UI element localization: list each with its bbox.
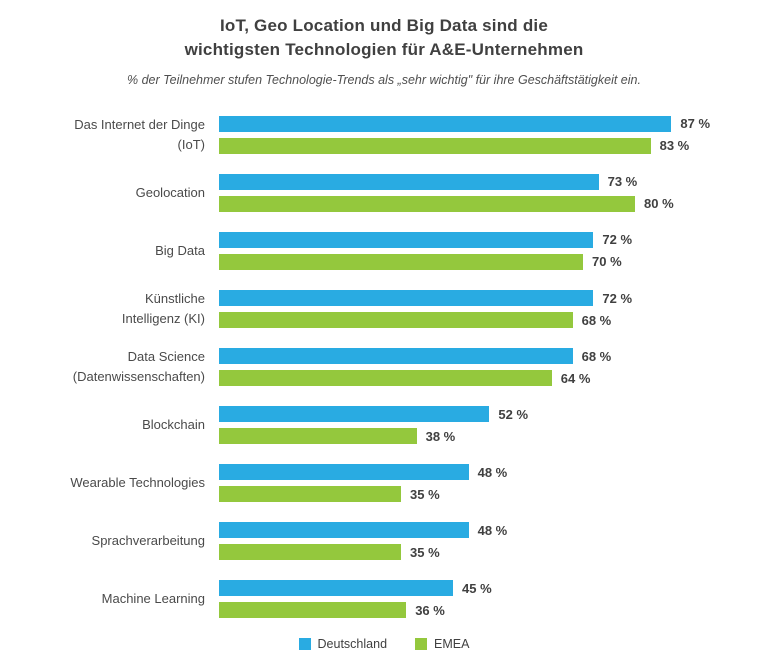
legend-item: EMEA [415,637,469,651]
bar-emea [219,312,573,329]
bar-deutschland [219,231,594,248]
bar-group: 68 % 64 % [219,347,768,387]
bar-deutschland [219,580,453,597]
category-label: Sprachverarbeitung [91,533,205,549]
bar-line: 72 % [219,289,768,307]
value-label: 70 % [592,254,622,270]
bar-emea [219,370,552,387]
value-label: 48 % [477,522,508,538]
category-label: Data Science (Datenwissenschaften) [72,349,205,385]
value-label: 35 % [410,486,440,502]
chart-row: Wearable Technologies 48 % 35 % [0,463,768,503]
category-label: Wearable Technologies [70,475,205,491]
bar-group: 48 % 35 % [219,463,768,503]
chart-legend: Deutschland EMEA [0,637,768,651]
bar-deutschland [219,522,469,539]
bar-group: 52 % 38 % [219,405,768,445]
value-label: 35 % [410,544,440,560]
bar-deutschland [219,115,672,132]
category-label: Big Data [155,242,205,258]
bar-line: 68 % [219,311,768,329]
bar-group: 72 % 68 % [219,289,768,329]
category-label: Das Internet der Dinge (IoT) [74,116,205,152]
legend-swatch-icon [298,638,311,651]
chart-row: Geolocation 73 % 80 % [0,173,768,213]
value-label: 72 % [602,290,633,306]
category-label: Künstliche Intelligenz (KI) [121,290,205,327]
bar-line: 80 % [219,195,768,213]
bar-emea [219,428,417,445]
value-label: 87 % [680,116,711,132]
bar-line: 48 % [219,463,768,481]
bar-line: 70 % [219,253,768,271]
value-label: 83 % [659,138,690,154]
bar-deutschland [219,290,594,307]
bar-line: 64 % [219,369,768,387]
bar-line: 83 % [219,137,768,155]
bar-line: 72 % [219,231,768,249]
bar-line: 45 % [219,579,768,597]
value-label: 36 % [415,602,445,618]
bar-line: 68 % [219,347,768,365]
bar-deutschland [219,173,599,190]
chart-rows: Das Internet der Dinge (IoT) 87 % 83 % Geol… [0,115,768,620]
bar-line: 38 % [219,427,768,445]
legend-label: Deutschland [317,637,388,652]
bar-line: 35 % [219,543,768,561]
category-label: Machine Learning [101,591,205,607]
bar-deutschland [219,464,469,481]
value-label: 80 % [644,196,674,212]
value-label: 72 % [602,232,633,248]
bar-line: 35 % [219,485,768,503]
bar-emea [219,602,407,619]
chart-row: Blockchain 52 % 38 % [0,405,768,445]
bar-group: 45 % 36 % [219,579,768,619]
chart-subtitle: % der Teilnehmer stufen Technologie-Tren… [127,72,641,87]
bar-line: 48 % [219,521,768,539]
value-label: 64 % [560,370,591,386]
value-label: 68 % [581,348,612,364]
bar-group: 48 % 35 % [219,521,768,561]
legend-item: Deutschland [298,637,388,652]
chart-row: Data Science (Datenwissenschaften) 68 % 64… [0,347,768,387]
value-label: 73 % [607,174,638,190]
category-label: Geolocation [135,184,205,200]
value-label: 45 % [462,580,492,596]
legend-label: EMEA [434,637,470,652]
bar-emea [219,544,401,561]
bar-group: 72 % 70 % [219,231,768,271]
bar-line: 73 % [219,173,768,191]
bar-line: 36 % [219,601,768,619]
bar-emea [219,486,401,503]
value-label: 52 % [498,406,529,422]
chart-title: IoT, Geo Location und Big Data sind die … [184,16,584,59]
legend-swatch-icon [415,638,428,651]
bar-group: 73 % 80 % [219,173,768,213]
bar-emea [219,137,651,154]
bar-deutschland [219,348,573,365]
chart-row: Das Internet der Dinge (IoT) 87 % 83 % [0,115,768,155]
category-label: Blockchain [142,417,205,433]
chart-row: Künstliche Intelligenz (KI) 72 % 68 % [0,289,768,329]
chart-header: IoT, Geo Location und Big Data sind die … [0,0,768,87]
value-label: 68 % [581,312,612,328]
bar-group: 87 % 83 % [219,115,768,155]
value-label: 38 % [425,428,456,444]
chart-row: Sprachverarbeitung 48 % 35 % [0,521,768,561]
value-label: 48 % [477,464,508,480]
chart-row: Big Data 72 % 70 % [0,231,768,271]
bar-emea [219,195,635,212]
bar-emea [219,253,583,270]
chart-row: Machine Learning 45 % 36 % [0,579,768,619]
bar-line: 87 % [219,115,768,133]
bar-deutschland [219,406,490,423]
bar-line: 52 % [219,405,768,423]
